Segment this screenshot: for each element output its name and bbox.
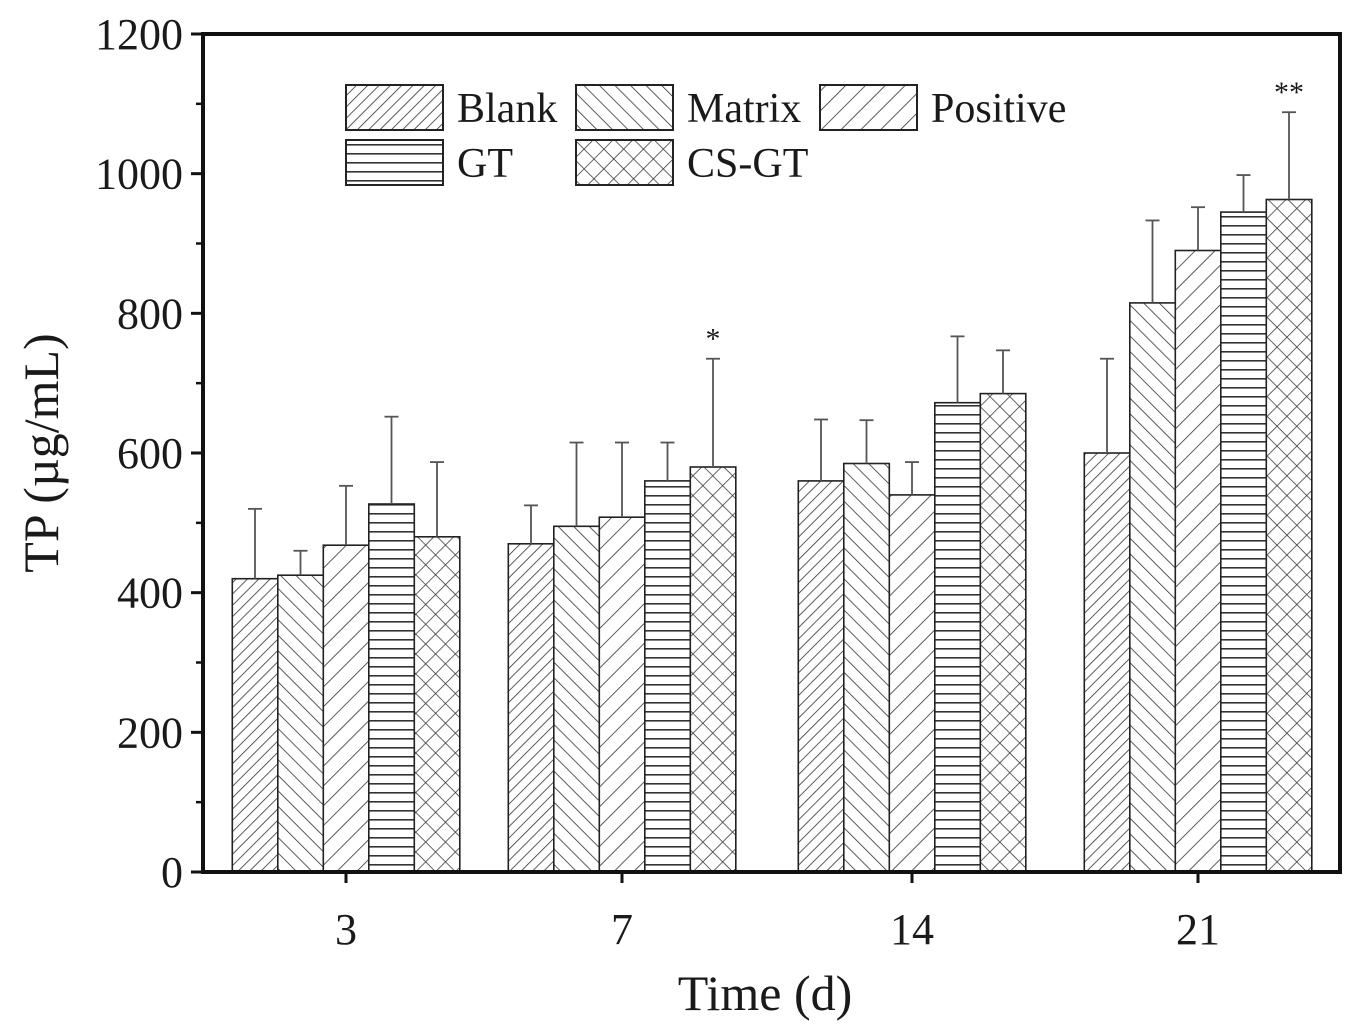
bar-matrix-day-21	[1129, 302, 1177, 873]
legend-swatch-positive	[819, 84, 918, 131]
y-tick-label-0: 0	[161, 848, 183, 897]
legend-label-blank: Blank	[457, 86, 557, 132]
y-axis: 0 200 400 600 800 1000 1200	[95, 10, 203, 897]
bar-gt-day-14	[933, 401, 982, 873]
legend-swatch-blank	[345, 84, 444, 131]
x-axis: 3 7 14 21	[335, 872, 1220, 954]
y-tick-label-400: 400	[117, 569, 183, 618]
bar-cs-gt-day-3	[413, 535, 461, 873]
significance-mark-day-7: *	[706, 323, 721, 356]
bar-blank-day-21	[1083, 452, 1131, 873]
x-tick-label-21: 21	[1176, 905, 1220, 954]
bar-matrix-day-3	[276, 574, 325, 873]
x-tick-label-7: 7	[611, 905, 633, 954]
error-bars-layer	[248, 111, 1296, 579]
bar-matrix-day-7	[552, 525, 601, 873]
bar-cs-gt-day-7	[689, 466, 737, 873]
x-tick-label-3: 3	[335, 905, 357, 954]
y-tick-label-1200: 1200	[95, 10, 183, 59]
significance-mark-day-21: **	[1274, 76, 1304, 109]
y-tick-label-200: 200	[117, 708, 183, 757]
x-tick-label-14: 14	[890, 905, 934, 954]
bar-matrix-day-14	[842, 462, 891, 873]
legend-swatch-cs-gt	[575, 139, 674, 186]
bar-gt-day-21	[1220, 211, 1268, 873]
bar-gt-day-7	[643, 480, 692, 873]
bar-gt-day-3	[367, 503, 416, 873]
y-tick-label-800: 800	[117, 289, 183, 338]
bar-blank-day-3	[231, 577, 279, 873]
legend: Blank Matrix Positive GT CS-GT	[345, 84, 1066, 187]
bar-positive-day-14	[888, 494, 936, 873]
bar-blank-day-14	[797, 480, 845, 873]
x-axis-title: Time (d)	[678, 965, 853, 1021]
bars-layer	[231, 198, 1313, 873]
bar-positive-day-7	[598, 516, 646, 873]
bar-cs-gt-day-21	[1265, 198, 1313, 873]
legend-label-positive: Positive	[931, 86, 1066, 132]
legend-label-matrix: Matrix	[687, 86, 801, 132]
legend-label-gt: GT	[457, 141, 513, 187]
legend-swatch-matrix	[575, 84, 674, 131]
significance-annotations: ***	[706, 76, 1305, 356]
bar-blank-day-7	[507, 542, 555, 873]
y-tick-label-600: 600	[117, 429, 183, 478]
y-tick-label-1000: 1000	[95, 150, 183, 199]
y-axis-title: TP (µg/mL)	[13, 333, 69, 572]
legend-swatch-gt	[345, 139, 444, 186]
bar-cs-gt-day-14	[979, 392, 1027, 873]
legend-label-cs-gt: CS-GT	[687, 141, 808, 187]
bar-positive-day-3	[322, 544, 370, 873]
bar-positive-day-21	[1174, 249, 1222, 873]
